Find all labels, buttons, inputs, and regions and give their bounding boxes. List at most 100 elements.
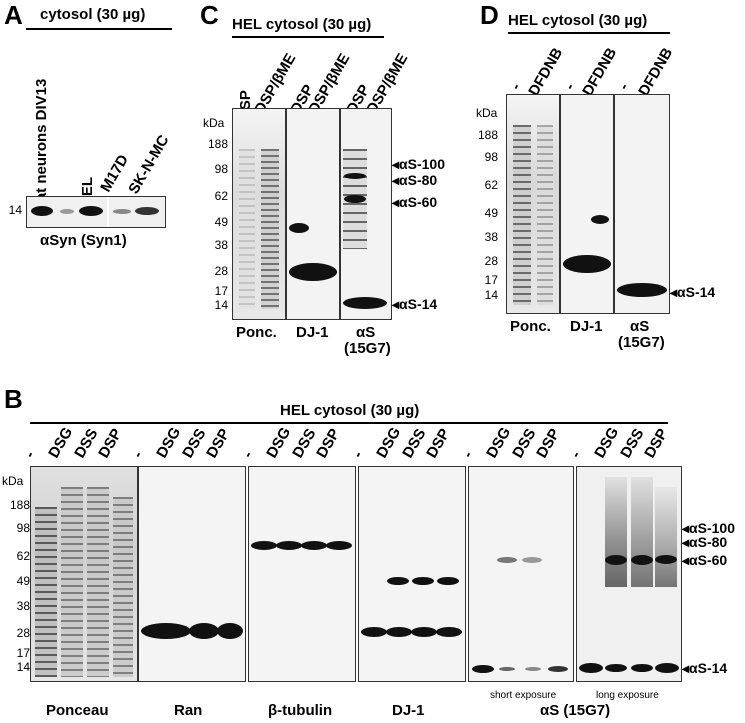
band (60, 209, 74, 214)
panel-a-marker-14: 14 (8, 203, 22, 217)
panel-d-rule (508, 32, 670, 34)
panel-c-ponceau-blot (232, 108, 286, 320)
band (135, 207, 159, 215)
panel-a-lane-1: rat neurons DIV13 (33, 78, 50, 207)
panel-b-blot-ran: Ran (174, 702, 203, 719)
panel-d-marker: 98 (484, 150, 498, 164)
panel-d-blot-ponc: Ponc. (510, 318, 551, 335)
band (343, 297, 387, 309)
band (301, 541, 327, 550)
band (141, 623, 191, 639)
panel-b-ran-blot (138, 466, 246, 682)
panel-c-arrow-as14: ◂αS-14 (392, 296, 438, 312)
panel-b-lane-label: DSS (399, 425, 430, 461)
panel-b-marker: 14 (16, 660, 30, 674)
panel-c-dj1-blot (286, 108, 340, 320)
panel-b-lane-label: DSP (533, 425, 564, 461)
band (79, 206, 103, 216)
lane-smear (35, 507, 57, 677)
panel-b-tubulin-blot (248, 466, 356, 682)
panel-a-lane-4: SK-N-MC (125, 132, 173, 197)
panel-b-arrow-as60: ◂αS-60 (682, 552, 728, 568)
panel-d-as-blot (614, 94, 670, 314)
band (591, 215, 609, 224)
panel-d-lane-5: - (615, 80, 633, 93)
panel-d-blot-as-clone: (15G7) (618, 334, 665, 351)
band (31, 206, 53, 216)
arrow-text: αS-14 (677, 284, 716, 300)
band (251, 541, 277, 550)
panel-b-lane-label: DSP (95, 425, 126, 461)
panel-b-marker: 188 (9, 498, 30, 512)
lane-smear (239, 149, 255, 309)
panel-b-marker: 49 (16, 574, 30, 588)
panel-d-marker: 28 (484, 254, 498, 268)
panel-d-lane-3: - (561, 80, 579, 93)
panel-b-lane-label: - (459, 448, 477, 461)
panel-c-blot-as-clone: (15G7) (344, 340, 391, 357)
panel-b-header: HEL cytosol (30 µg) (280, 402, 420, 419)
panel-b-lane-label: - (349, 448, 367, 461)
panel-b-blot-tubulin: β-tubulin (268, 702, 333, 719)
panel-b-lane-label: DSG (263, 424, 295, 461)
band (189, 623, 219, 639)
panel-b-lane-label: - (567, 448, 585, 461)
panel-d-dj1-blot (560, 94, 614, 314)
panel-b-lane-label: - (129, 448, 147, 461)
panel-b-arrow-as14: ◂αS-14 (682, 660, 728, 676)
band (361, 627, 387, 637)
panel-d-lane-1: - (507, 80, 525, 93)
panel-b-rule (30, 422, 668, 424)
panel-b-as-short-blot (468, 466, 574, 682)
panel-d-marker: 49 (484, 206, 498, 220)
panel-b-lane-label: DSG (153, 424, 185, 461)
panel-b-lane-label: DSG (373, 424, 405, 461)
panel-b-lane-label: DSS (71, 425, 102, 461)
panel-c-kda: kDa (203, 116, 225, 130)
arrow-text: αS-100 (689, 520, 735, 536)
band (631, 555, 653, 565)
panel-c-as-blot (340, 108, 392, 320)
panel-d-blot-as: αS (630, 318, 650, 335)
band (387, 577, 409, 585)
panel-b-as-long-blot (576, 466, 682, 682)
band (472, 665, 494, 673)
arrow-text: αS-14 (689, 660, 728, 676)
panel-d-arrow-as14: ◂αS-14 (670, 284, 716, 300)
panel-b-lane-label: DSG (483, 424, 515, 461)
panel-b-lane-label: DSS (179, 425, 210, 461)
band (655, 555, 677, 564)
band (497, 557, 517, 563)
band (631, 664, 653, 672)
panel-b-lane-label: DSP (423, 425, 454, 461)
panel-c-marker: 98 (214, 162, 228, 176)
panel-b-dj1-blot (358, 466, 466, 682)
band (525, 667, 541, 671)
arrow-text: αS-60 (689, 552, 728, 568)
panel-b-kda: kDa (2, 474, 24, 488)
panel-c-marker: 14 (214, 298, 228, 312)
band (411, 627, 437, 637)
panel-b-marker: 17 (16, 646, 30, 660)
panel-b-lane-label: - (239, 448, 257, 461)
panel-d-marker: 188 (477, 128, 498, 142)
panel-c-blot-as: αS (356, 324, 376, 341)
panel-d-lane-6: DFDNB (635, 45, 677, 99)
panel-b-lane-label: - (21, 448, 39, 461)
panel-c-marker: 188 (207, 137, 228, 151)
band (289, 263, 337, 281)
panel-b-lane-label: DSP (313, 425, 344, 461)
panel-d-header: HEL cytosol (30 µg) (508, 12, 648, 29)
arrow-text: αS-60 (399, 194, 438, 210)
panel-c-marker: 49 (214, 215, 228, 229)
panel-b-lane-label: DSS (289, 425, 320, 461)
panel-a-caption: αSyn (Syn1) (40, 232, 127, 249)
panel-c-marker: 28 (214, 264, 228, 278)
panel-b-marker: 62 (16, 549, 30, 563)
lane-smear (655, 487, 677, 587)
panel-c-arrow-as80: ◂αS-80 (392, 172, 438, 188)
panel-c-rule (232, 36, 384, 38)
band (217, 623, 243, 639)
band (499, 667, 515, 671)
panel-b-lane-label: DSG (591, 424, 623, 461)
